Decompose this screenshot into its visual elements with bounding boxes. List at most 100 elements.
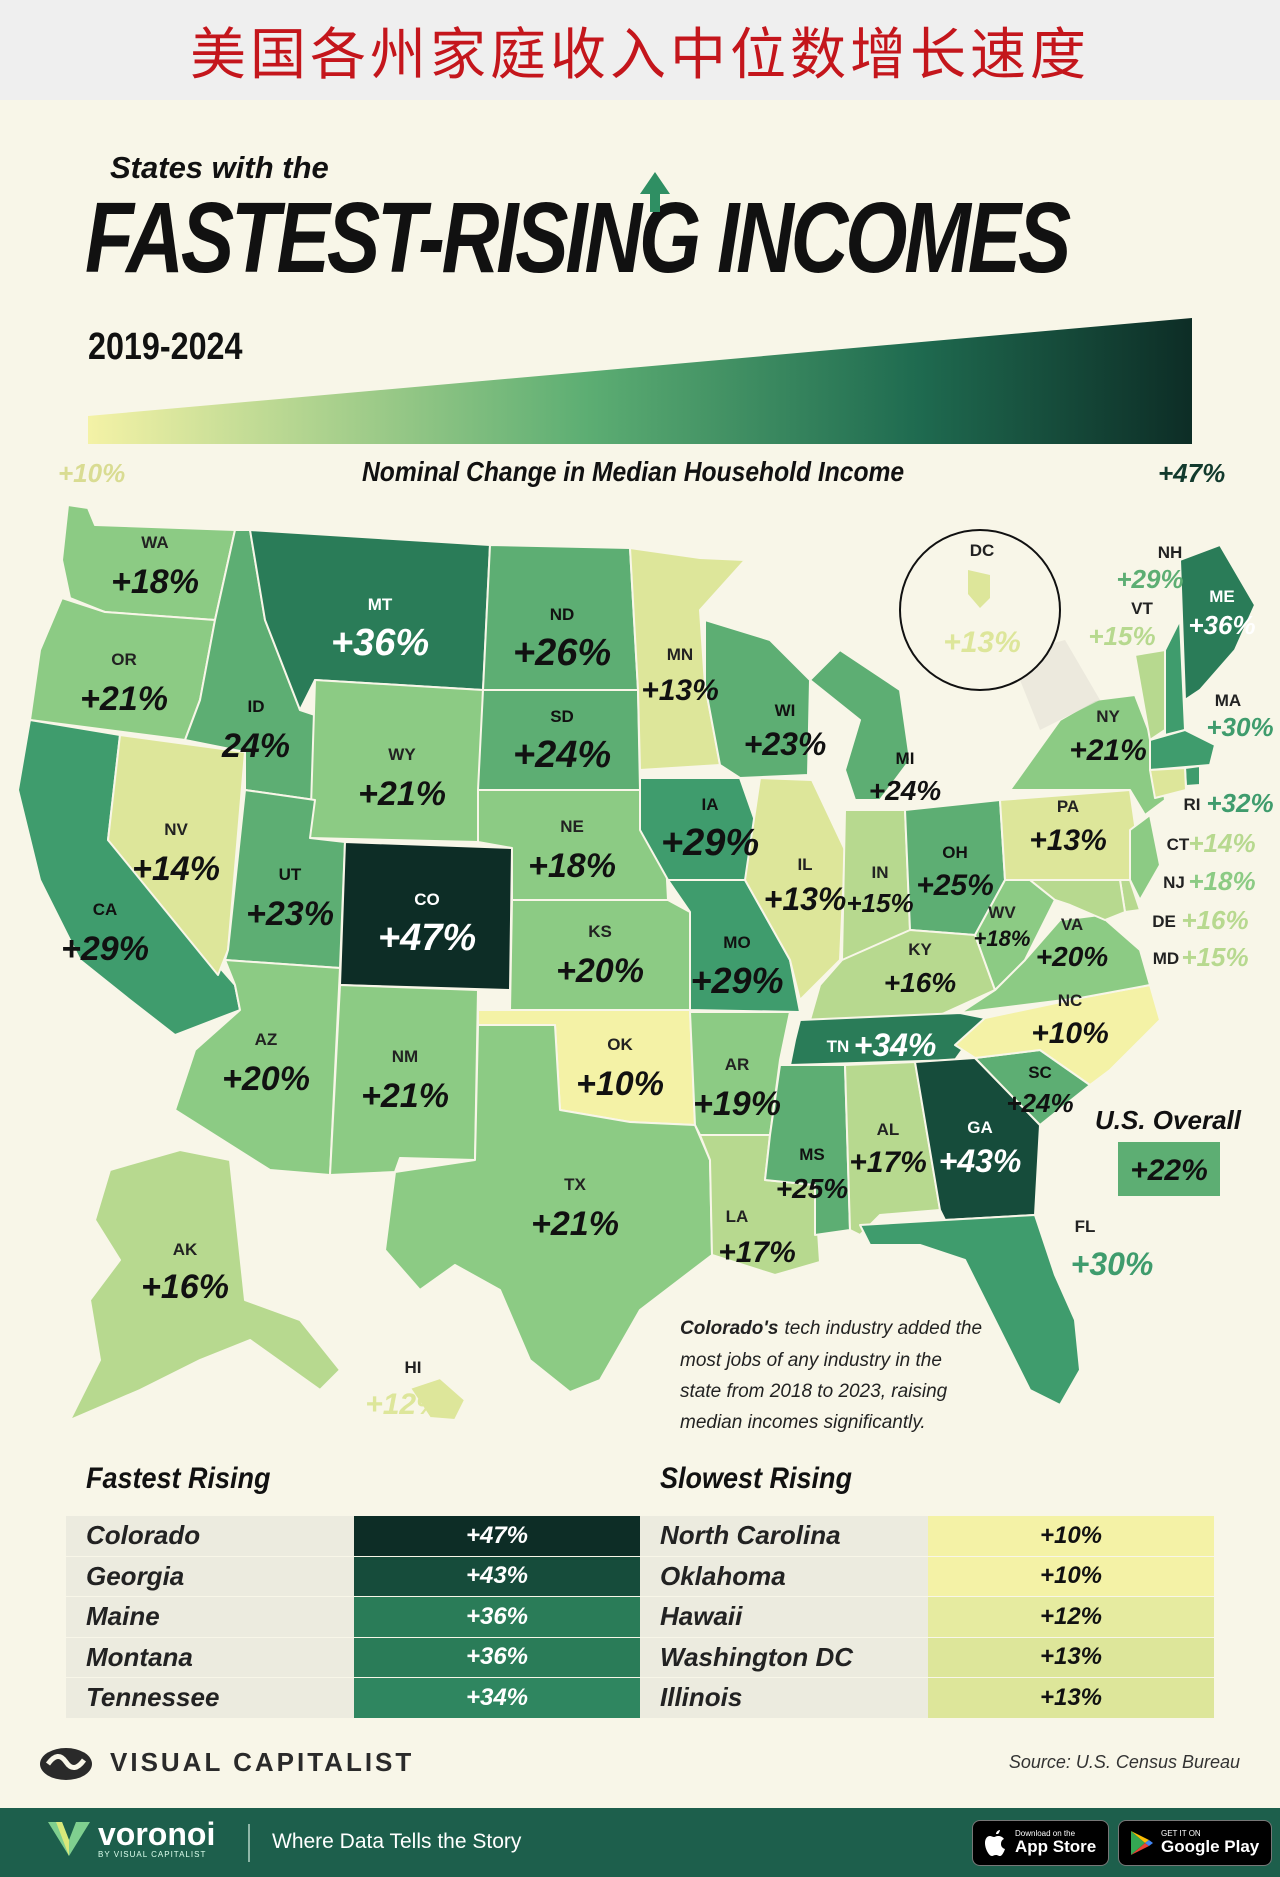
source-note: Source: U.S. Census Bureau <box>1008 1752 1240 1772</box>
state-value: +10% <box>928 1556 1214 1597</box>
label-code: HI <box>405 1358 422 1377</box>
label-code: FL <box>1075 1217 1096 1236</box>
label-value: +13% <box>764 881 847 917</box>
label-code: SD <box>550 707 574 726</box>
label-value: +24% <box>513 734 611 776</box>
app-store-small: Download on the <box>1015 1828 1076 1838</box>
state-OR <box>29 597 216 741</box>
label-code: MS <box>799 1145 825 1164</box>
label-value: +16% <box>884 967 956 998</box>
label-value: +24% <box>869 775 941 806</box>
state-MA <box>1149 729 1216 771</box>
app-store-button[interactable]: Download on the App Store <box>972 1820 1110 1866</box>
label-value: +25% <box>776 1173 848 1204</box>
label-value: +29% <box>61 930 149 968</box>
label-code: AZ <box>255 1030 278 1049</box>
label-code: VA <box>1061 915 1083 934</box>
label-value: +30% <box>1206 712 1273 742</box>
label-code: DC <box>970 541 995 560</box>
label-value: +14% <box>132 850 220 888</box>
state-value: +34% <box>354 1678 640 1719</box>
label-value: +10% <box>576 1065 664 1103</box>
google-play-small: GET IT ON <box>1161 1828 1201 1838</box>
label-code: NH <box>1158 543 1183 562</box>
voronoi-logo[interactable]: voronoi BY VISUAL CAPITALIST <box>48 1818 215 1859</box>
state-name: Tennessee <box>66 1678 354 1719</box>
label-code: IA <box>702 795 719 814</box>
label-code: MD <box>1153 949 1179 968</box>
dc-inset <box>899 529 1100 730</box>
label-value: 24% <box>221 727 290 765</box>
label-code: UT <box>279 865 302 884</box>
us-overall-value: +22% <box>1130 1154 1208 1187</box>
label-code: ID <box>248 697 265 716</box>
state-value: +36% <box>354 1637 640 1678</box>
label-code: OR <box>111 650 137 669</box>
label-value: +20% <box>1036 941 1108 972</box>
state-MD <box>1029 879 1126 921</box>
state-name: Georgia <box>66 1556 354 1597</box>
table-row: North Carolina +10% <box>640 1516 1214 1557</box>
label-code: DE <box>1152 912 1176 931</box>
label-value: +23% <box>246 895 334 933</box>
label-code: KS <box>588 922 612 941</box>
label-code: GA <box>967 1118 993 1137</box>
label-value: +36% <box>331 622 429 664</box>
label-code: RI <box>1184 795 1201 814</box>
label-value: +21% <box>80 680 168 718</box>
label-value: +12% <box>365 1388 443 1421</box>
state-NM <box>329 984 479 1176</box>
state-NC <box>954 984 1161 1086</box>
state-CT <box>1149 767 1187 799</box>
label-code: WV <box>988 903 1016 922</box>
label-value: +14% <box>1188 828 1255 858</box>
state-name: Hawaii <box>640 1597 928 1638</box>
tagline: Where Data Tells the Story <box>272 1830 522 1853</box>
label-code: AK <box>173 1240 198 1259</box>
label-code: AR <box>725 1055 750 1074</box>
label-code: PA <box>1057 797 1079 816</box>
label-code: MT <box>368 595 393 614</box>
legend-label: Nominal Change in Median Household Incom… <box>362 456 905 487</box>
label-code: IL <box>797 855 812 874</box>
state-name: Maine <box>66 1597 354 1638</box>
label-value: +20% <box>556 952 644 990</box>
label-value: +16% <box>141 1268 229 1306</box>
label-code: OH <box>942 843 968 862</box>
label-value: +15% <box>846 888 913 918</box>
voronoi-v-icon <box>48 1821 90 1856</box>
label-value: +21% <box>361 1077 449 1115</box>
state-value: +13% <box>928 1637 1214 1678</box>
label-value: +13% <box>943 626 1021 659</box>
state-name: Oklahoma <box>640 1556 928 1597</box>
state-RI <box>1184 765 1201 787</box>
label-code: WA <box>141 533 168 552</box>
state-MI <box>809 649 911 801</box>
label-code: AL <box>877 1120 900 1139</box>
label-code: CT <box>1167 835 1190 854</box>
arrow-up-icon <box>640 172 670 212</box>
state-AK <box>69 1149 341 1421</box>
table-row: Oklahoma +10% <box>640 1556 1214 1597</box>
state-NV <box>107 734 246 976</box>
label-value: +18% <box>528 847 616 885</box>
subtitle: States with the <box>110 150 329 185</box>
label-value: +21% <box>358 775 446 813</box>
label-value: +23% <box>744 726 827 762</box>
label-value: +13% <box>641 674 719 707</box>
state-HI <box>409 1377 466 1421</box>
table-row: Washington DC +13% <box>640 1637 1214 1678</box>
app-store-big: App Store <box>1015 1836 1097 1856</box>
label-value: +24% <box>1006 1088 1073 1118</box>
table-row: Maine +36% <box>66 1597 640 1638</box>
state-value: +10% <box>928 1516 1214 1557</box>
label-code: NV <box>164 820 188 839</box>
legend-gradient <box>88 318 1192 444</box>
apple-icon <box>985 1830 1005 1856</box>
state-KY <box>809 929 996 1021</box>
label-code: NJ <box>1163 873 1185 892</box>
us-overall-box <box>1118 1142 1220 1196</box>
label-code: KY <box>908 940 932 959</box>
google-play-button[interactable]: GET IT ON Google Play <box>1118 1820 1273 1866</box>
state-NJ <box>1129 814 1161 901</box>
